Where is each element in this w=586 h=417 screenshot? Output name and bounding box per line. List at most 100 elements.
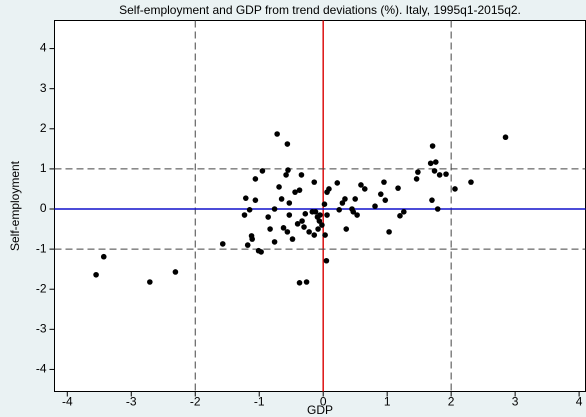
scatter-point: [397, 213, 403, 219]
scatter-point: [259, 168, 266, 174]
x-axis-label: GDP: [307, 403, 333, 417]
scatter-point: [258, 249, 264, 255]
scatter-point: [386, 229, 392, 235]
scatter-point: [292, 189, 298, 195]
x-tick-label: 1: [384, 395, 391, 409]
y-tick-label: 4: [40, 41, 47, 55]
x-tick-label: 3: [512, 395, 519, 409]
plot-frame: [54, 20, 586, 392]
scatter-point: [246, 207, 253, 213]
x-tick-label: 0: [320, 395, 327, 409]
y-axis-label: Self-employment: [8, 160, 22, 251]
scatter-point: [271, 239, 278, 245]
y-tick-label: -2: [36, 281, 47, 295]
x-tick-label: -4: [62, 395, 73, 409]
scatter-point: [434, 206, 441, 212]
scatter-point: [350, 209, 357, 215]
scatter-point: [358, 182, 364, 188]
scatter-point: [361, 186, 368, 192]
scatter-point: [299, 218, 305, 224]
scatter-point: [306, 229, 312, 235]
scatter-point: [452, 186, 458, 192]
y-tick-label: 2: [40, 121, 47, 135]
scatter-point: [427, 160, 434, 167]
scatter-point: [401, 209, 407, 215]
scatter-point: [242, 195, 249, 201]
scatter-point: [252, 197, 259, 203]
scatter-point: [219, 241, 226, 247]
scatter-point: [93, 271, 99, 278]
x-tick-label: -1: [254, 395, 265, 409]
scatter-point: [244, 242, 251, 248]
scatter-point: [283, 172, 289, 178]
y-tick-label: -4: [36, 362, 47, 376]
scatter-point: [278, 196, 285, 202]
scatter-point: [354, 212, 360, 218]
scatter-point: [296, 280, 303, 286]
scatter-point: [436, 172, 443, 178]
scatter-point: [429, 197, 435, 203]
scatter-point: [100, 253, 107, 260]
scatter-point: [334, 180, 341, 186]
scatter-point: [147, 279, 153, 285]
chart-title: Self-employment and GDP from trend devia…: [119, 3, 521, 17]
scatter-point: [316, 218, 323, 224]
scatter-point: [311, 179, 318, 185]
scatter-point: [271, 206, 278, 212]
x-tick-label: 2: [448, 395, 455, 409]
scatter-point: [302, 211, 309, 217]
scatter-point: [429, 143, 436, 149]
scatter-point: [274, 131, 280, 137]
scatter-point: [315, 226, 321, 232]
scatter-point: [431, 168, 438, 174]
scatter-point: [284, 229, 291, 235]
scatter-point: [432, 159, 439, 165]
scatter-point: [289, 236, 296, 242]
y-tick-label: 0: [40, 201, 47, 215]
y-tick-label: -1: [36, 241, 47, 255]
scatter-point: [352, 196, 358, 202]
x-tick-label: -2: [190, 395, 201, 409]
scatter-point: [303, 279, 310, 285]
y-tick-label: 1: [40, 161, 47, 175]
scatter-point: [265, 214, 271, 220]
x-tick-label: 4: [576, 395, 583, 409]
scatter-point: [381, 179, 387, 185]
scatter-point: [241, 212, 248, 218]
scatter-point: [298, 172, 305, 178]
scatter-point: [468, 179, 474, 185]
scatter-point: [377, 191, 384, 197]
y-tick-label: 3: [40, 81, 47, 95]
scatter-point: [267, 226, 273, 232]
scatter-point: [317, 212, 323, 218]
scatter-point: [322, 232, 328, 238]
scatter-point: [395, 185, 401, 191]
x-tick-label: -3: [126, 395, 137, 409]
scatter-point: [286, 212, 293, 218]
scatter-point: [372, 203, 378, 210]
scatter-point: [339, 200, 346, 206]
scatter-point: [336, 207, 342, 213]
scatter-point: [321, 201, 328, 207]
scatter-point: [415, 169, 421, 175]
scatter-point: [323, 257, 330, 264]
scatter-point: [249, 236, 255, 242]
scatter-point: [324, 212, 330, 218]
scatter-point: [319, 222, 325, 228]
scatter-point: [280, 225, 287, 231]
scatter-point: [343, 226, 350, 232]
scatter-point: [342, 196, 348, 202]
scatter-point: [252, 176, 259, 182]
scatter-point: [326, 186, 332, 192]
scatter-point: [285, 167, 291, 173]
scatter-point: [276, 184, 282, 190]
scatter-point: [296, 187, 303, 193]
scatter-point: [502, 134, 509, 141]
scatter-point: [172, 269, 179, 275]
scatter-point: [312, 209, 319, 215]
y-tick-label: -3: [36, 322, 47, 336]
scatter-point: [294, 221, 301, 227]
scatter-point: [286, 200, 293, 206]
